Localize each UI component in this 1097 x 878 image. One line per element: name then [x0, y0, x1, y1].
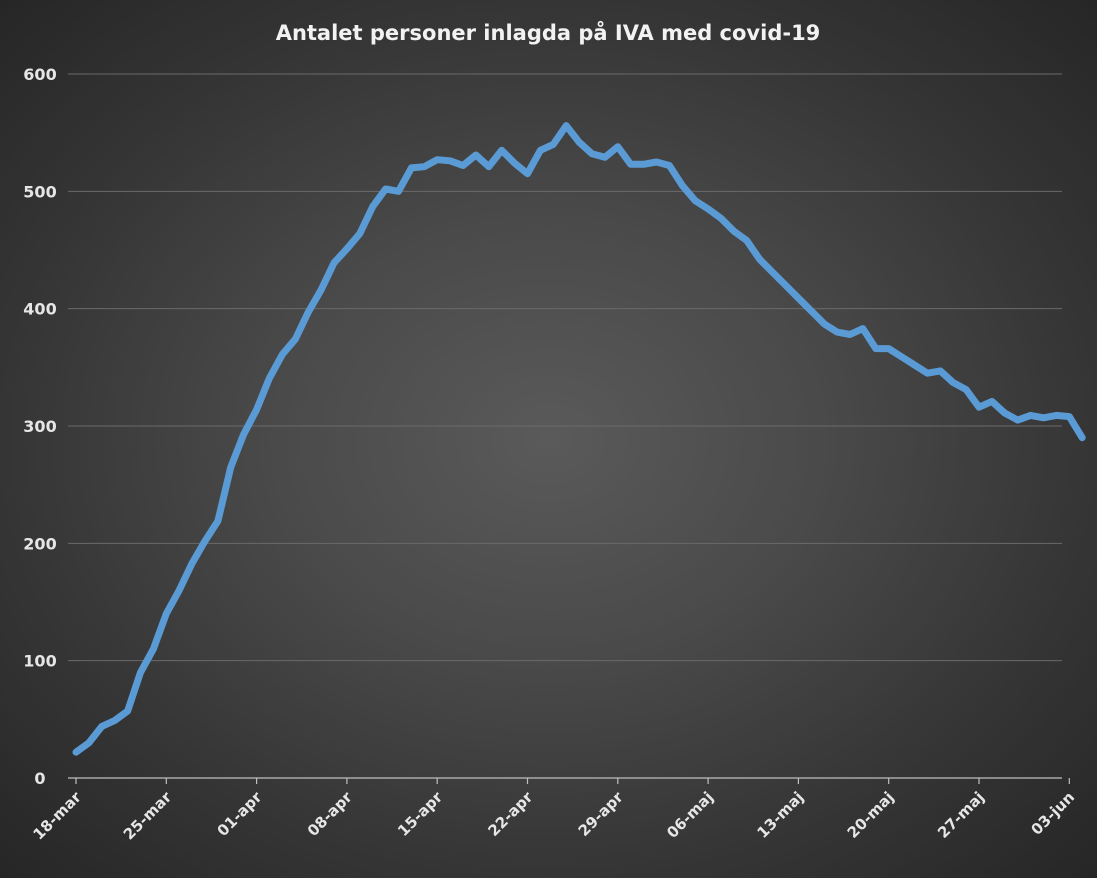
- x-tick-label: 01-apr: [214, 788, 266, 840]
- series-line: [72, 122, 1086, 756]
- y-tick-label: 300: [23, 417, 56, 436]
- x-tick-label: 27-maj: [934, 788, 988, 842]
- x-tick-label: 13-maj: [753, 788, 807, 842]
- x-tick-label: 22-apr: [484, 788, 536, 840]
- y-tick-label: 100: [23, 652, 56, 671]
- x-tick-label: 03-jun: [1027, 788, 1078, 839]
- y-tick-label: 500: [23, 182, 56, 201]
- y-tick-label: 0: [34, 769, 45, 788]
- gridlines: [68, 73, 1062, 662]
- x-tick-label: 20-maj: [844, 788, 898, 842]
- chart-title: Antalet personer inlagda på IVA med covi…: [276, 20, 821, 45]
- x-tick-label: 18-mar: [29, 788, 85, 844]
- x-tick-label: 29-apr: [575, 788, 627, 840]
- x-tick-label: 06-maj: [663, 788, 717, 842]
- y-axis-labels: 0 100 200 300 400 500 600: [23, 65, 56, 788]
- x-tick-label: 25-mar: [120, 788, 176, 844]
- x-tick-label: 08-apr: [304, 788, 356, 840]
- x-tick-label: 15-apr: [394, 788, 446, 840]
- series-layer: [72, 122, 1086, 756]
- y-tick-label: 600: [23, 65, 56, 84]
- y-tick-label: 200: [23, 534, 56, 553]
- y-tick-label: 400: [23, 300, 56, 319]
- x-axis: 18-mar 25-mar 01-apr 08-apr 15-apr 22-apr 29-a…: [29, 777, 1078, 844]
